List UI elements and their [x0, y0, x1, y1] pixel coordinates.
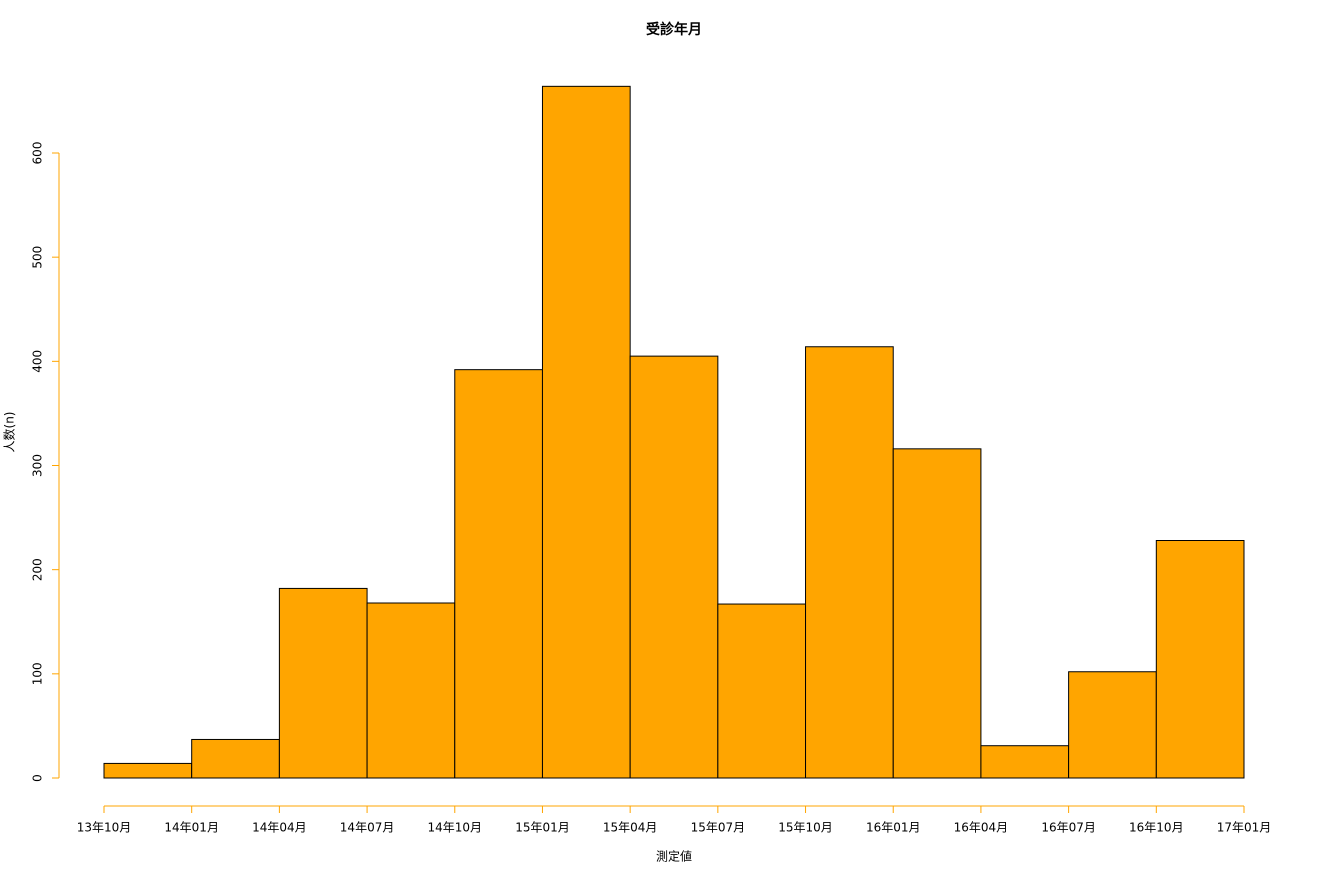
x-tick-label: 13年10月 — [77, 821, 132, 835]
x-tick-label: 15年04月 — [603, 821, 658, 835]
x-tick-label: 15年01月 — [515, 821, 570, 835]
y-tick-label: 100 — [31, 662, 45, 685]
x-tick-label: 16年04月 — [954, 821, 1009, 835]
x-tick-label: 14年04月 — [252, 821, 307, 835]
y-tick-label: 300 — [31, 454, 45, 477]
x-tick-label: 16年07月 — [1041, 821, 1096, 835]
bar — [629, 355, 719, 779]
y-tick-label: 400 — [31, 350, 45, 373]
bar — [980, 745, 1070, 779]
bar — [103, 762, 193, 779]
y-tick-label: 500 — [31, 246, 45, 269]
bar — [278, 587, 368, 779]
x-tick-label: 14年10月 — [427, 821, 482, 835]
x-tick-label: 17年01月 — [1217, 821, 1272, 835]
y-axis-label: 人数(n) — [2, 412, 17, 453]
x-tick-label: 14年07月 — [340, 821, 395, 835]
y-tick-label: 0 — [31, 774, 45, 782]
bar — [1068, 671, 1157, 779]
x-tick-label: 15年10月 — [778, 821, 833, 835]
y-tick-label: 200 — [31, 558, 45, 581]
y-tick-label: 600 — [31, 142, 45, 165]
x-tick-label: 15年07月 — [691, 821, 746, 835]
bar — [541, 85, 631, 779]
x-axis-label: 測定値 — [656, 849, 692, 864]
bar — [805, 346, 894, 779]
bar — [892, 448, 982, 779]
bar — [717, 603, 807, 779]
chart-title: 受診年月 — [646, 21, 702, 38]
x-tick-label: 16年01月 — [866, 821, 921, 835]
bar — [454, 369, 543, 779]
bar — [366, 602, 456, 779]
x-tick-label: 14年01月 — [164, 821, 219, 835]
bar — [191, 738, 280, 779]
x-tick-label: 16年10月 — [1129, 821, 1184, 835]
bar — [1155, 540, 1245, 779]
